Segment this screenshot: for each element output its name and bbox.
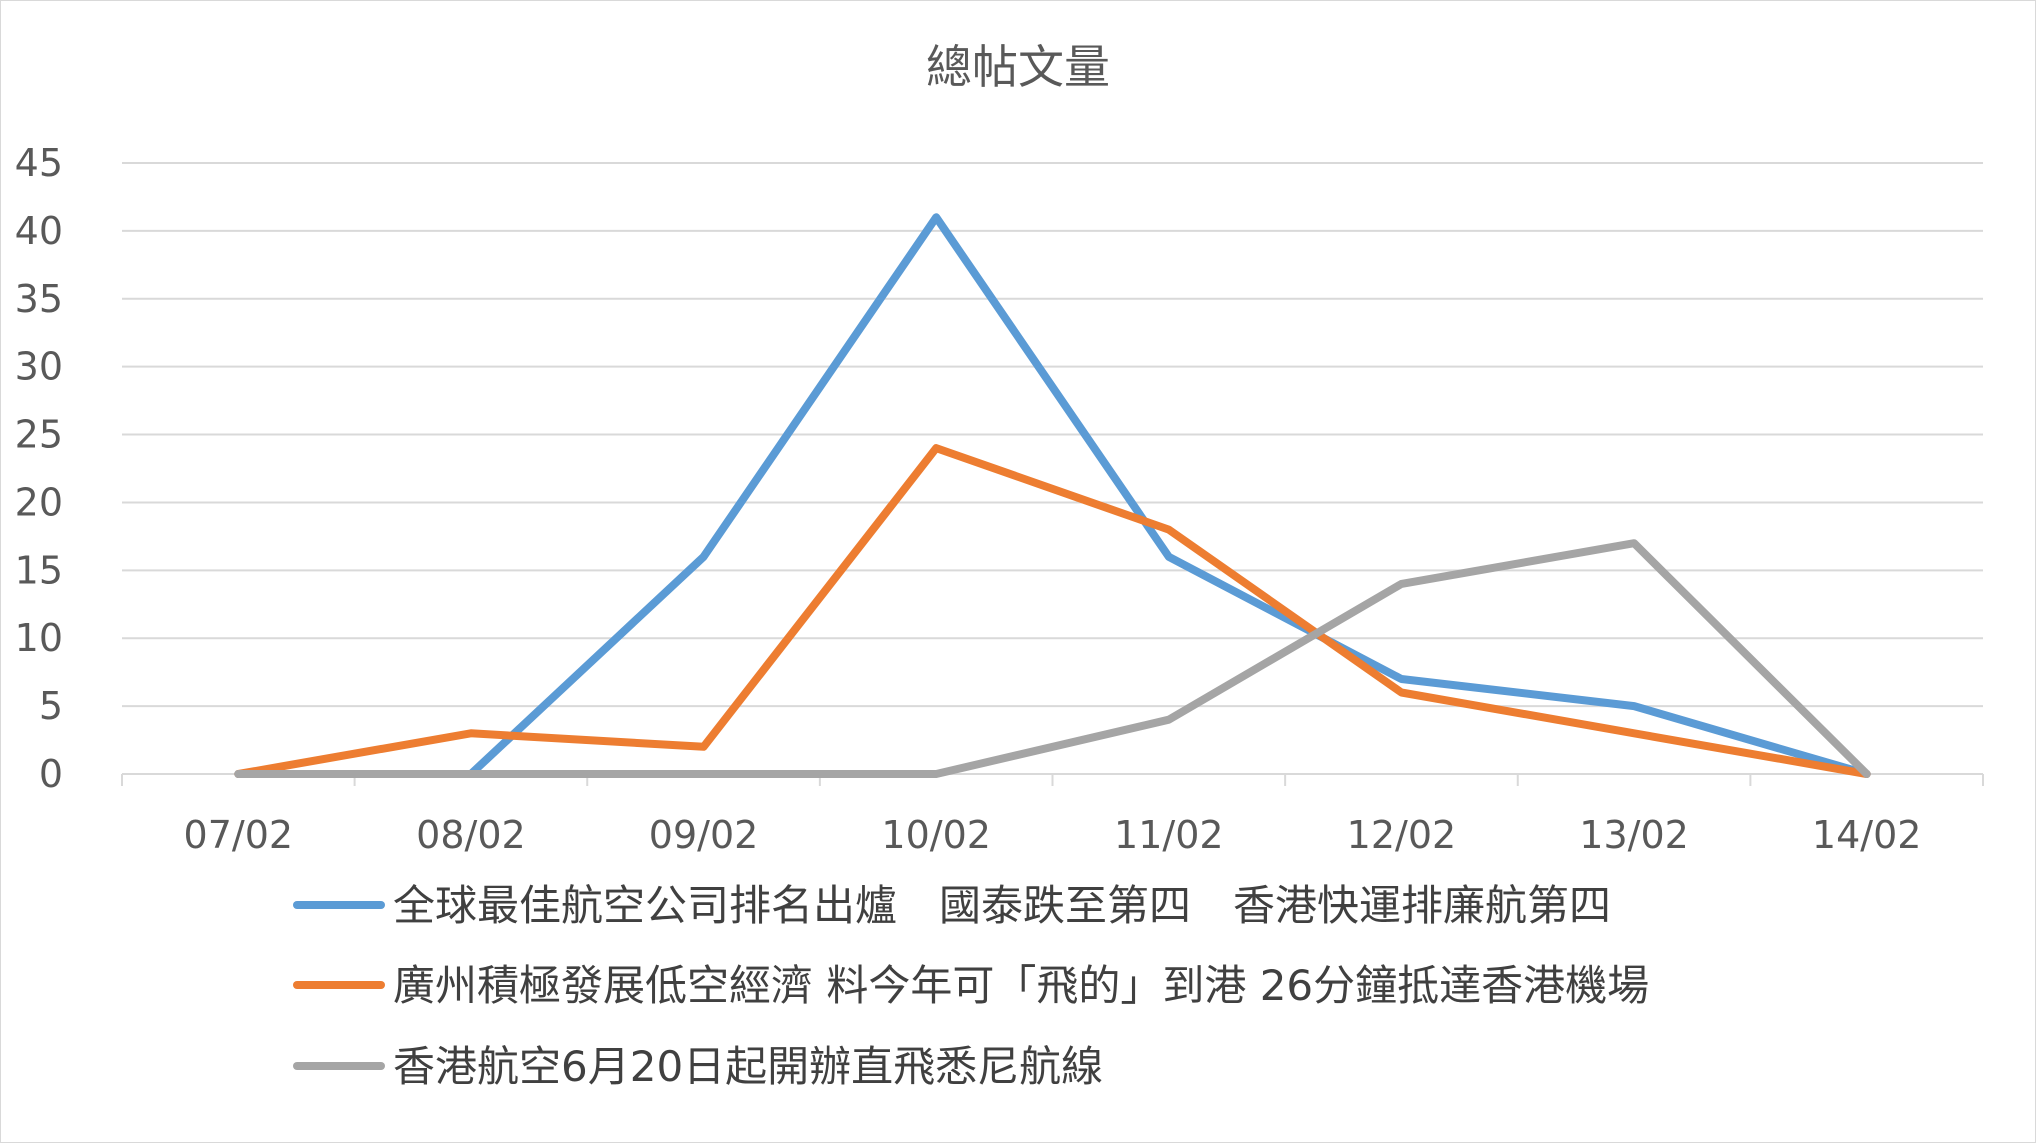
y-tick-label: 5 (39, 684, 63, 728)
x-tick-label: 14/02 (1812, 813, 1922, 857)
y-axis: 0 5 10 15 20 25 30 35 40 45 (15, 141, 63, 796)
x-tick-label: 08/02 (416, 813, 526, 857)
x-tick-label: 13/02 (1579, 813, 1689, 857)
y-tick-label: 0 (39, 752, 63, 796)
x-tick-label: 11/02 (1114, 813, 1224, 857)
x-tick-label: 10/02 (881, 813, 991, 857)
y-tick-label: 15 (15, 548, 63, 592)
legend-label-2: 廣州積極發展低空經濟 料今年可「飛的」到港 26分鐘抵達香港機場 (393, 961, 1649, 1010)
series-line-1 (234, 213, 1871, 778)
y-tick-label: 30 (15, 345, 63, 389)
y-tick-label: 40 (15, 209, 63, 253)
y-tick-label: 10 (15, 616, 63, 660)
gridlines (122, 162, 1983, 708)
series-line-2 (234, 444, 1871, 778)
x-tick-label: 09/02 (649, 813, 759, 857)
legend-label-1: 全球最佳航空公司排名出爐 國泰跌至第四 香港快運排廉航第四 (393, 881, 1611, 930)
series-lines (234, 213, 1871, 778)
y-tick-label: 20 (15, 480, 63, 524)
y-tick-label: 45 (15, 141, 63, 185)
series-line-3 (234, 539, 1871, 778)
legend-label-3: 香港航空6月20日起開辦直飛悉尼航線 (393, 1042, 1103, 1091)
chart-title: 總帖文量 (926, 40, 1110, 94)
x-tick-label: 12/02 (1347, 813, 1457, 857)
y-tick-label: 35 (15, 277, 63, 321)
legend: 全球最佳航空公司排名出爐 國泰跌至第四 香港快運排廉航第四廣州積極發展低空經濟 … (293, 881, 1649, 1091)
y-tick-label: 25 (15, 413, 63, 457)
x-tick-label: 07/02 (184, 813, 294, 857)
x-axis-labels: 07/02 08/02 09/02 10/02 11/02 12/02 13/02 14/02 (184, 813, 1922, 857)
